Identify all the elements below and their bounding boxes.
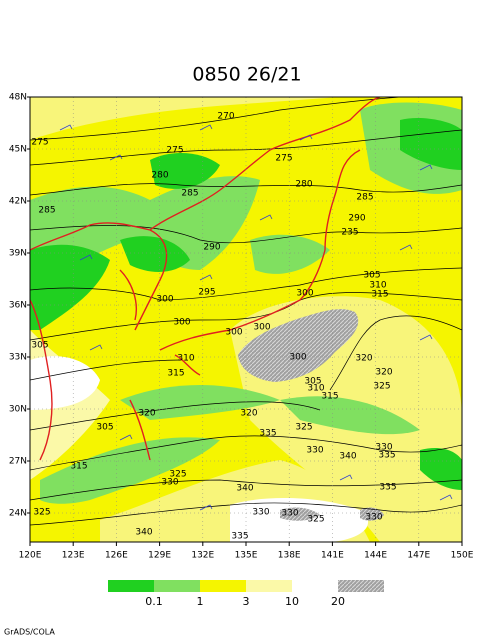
x-axis-label: 126E bbox=[105, 551, 128, 561]
contour-label: 320 bbox=[138, 409, 155, 419]
contour-label: 335 bbox=[231, 532, 248, 542]
contour-label: 305 bbox=[31, 341, 48, 351]
y-axis-label: 45N bbox=[9, 145, 27, 155]
contour-label: 310 bbox=[369, 281, 386, 291]
x-axis-label: 141E bbox=[321, 551, 344, 561]
y-axis-label: 33N bbox=[9, 353, 27, 363]
x-axis-label: 129E bbox=[148, 551, 171, 561]
x-axis-label: 135E bbox=[235, 551, 258, 561]
legend-label: 20 bbox=[331, 595, 345, 608]
contour-label: 325 bbox=[169, 470, 186, 480]
contour-label: 330 bbox=[375, 443, 392, 453]
contour-label: 340 bbox=[339, 452, 356, 462]
contour-label: 330 bbox=[281, 509, 298, 519]
contour-label: 300 bbox=[173, 318, 190, 328]
y-axis-label: 30N bbox=[9, 405, 27, 415]
y-axis-label: 27N bbox=[9, 457, 27, 467]
contour-label: 280 bbox=[295, 180, 312, 190]
y-axis-label: 39N bbox=[9, 249, 27, 259]
contour-label: 290 bbox=[203, 243, 220, 253]
contour-label: 310 bbox=[307, 384, 324, 394]
contour-label: 335 bbox=[259, 429, 276, 439]
x-axis-label: 150E bbox=[451, 551, 474, 561]
contour-label: 300 bbox=[225, 328, 242, 338]
legend-label: 0.1 bbox=[145, 595, 163, 608]
x-axis-label: 132E bbox=[191, 551, 214, 561]
map bbox=[30, 97, 462, 542]
y-axis-label: 36N bbox=[9, 301, 27, 311]
contour-label: 305 bbox=[363, 271, 380, 281]
contour-label: 295 bbox=[198, 288, 215, 298]
contour-label: 285 bbox=[38, 206, 55, 216]
contour-label: 275 bbox=[275, 154, 292, 164]
contour-label: 325 bbox=[295, 423, 312, 433]
contour-label: 285 bbox=[356, 193, 373, 203]
contour-label: 300 bbox=[289, 353, 306, 363]
x-axis-label: 120E bbox=[19, 551, 42, 561]
x-axis-label: 144E bbox=[364, 551, 387, 561]
contour-label: 340 bbox=[135, 528, 152, 538]
x-axis-label: 138E bbox=[278, 551, 301, 561]
legend-label: 10 bbox=[285, 595, 299, 608]
contour-label: 285 bbox=[181, 189, 198, 199]
footer: GrADS/COLA bbox=[4, 628, 55, 637]
contour-label: 335 bbox=[378, 451, 395, 461]
x-axis-label: 147E bbox=[407, 551, 430, 561]
contour-label: 310 bbox=[177, 354, 194, 364]
contour-label: 300 bbox=[296, 289, 313, 299]
contour-label: 300 bbox=[156, 295, 173, 305]
contour-label: 315 bbox=[371, 290, 388, 300]
legend bbox=[108, 580, 384, 592]
contour-label: 330 bbox=[365, 513, 382, 523]
contour-label: 270 bbox=[217, 112, 234, 122]
contour-label: 305 bbox=[304, 377, 321, 387]
contour-label: 275 bbox=[166, 146, 183, 156]
y-axis-label: 42N bbox=[9, 197, 27, 207]
y-axis-label: 48N bbox=[9, 93, 27, 103]
contour-label: 320 bbox=[355, 354, 372, 364]
contour-label: 315 bbox=[167, 369, 184, 379]
contour-label: 320 bbox=[240, 409, 257, 419]
contour-label: 325 bbox=[33, 508, 50, 518]
contour-label: 330 bbox=[306, 446, 323, 456]
legend-label: 3 bbox=[243, 595, 250, 608]
y-axis-label: 24N bbox=[9, 509, 27, 519]
contour-label: 330 bbox=[252, 508, 269, 518]
contour-label: 325 bbox=[307, 515, 324, 525]
contour-label: 335 bbox=[379, 483, 396, 493]
contour-label: 305 bbox=[96, 423, 113, 433]
x-axis-label: 123E bbox=[62, 551, 85, 561]
legend-label: 1 bbox=[197, 595, 204, 608]
contour-label: 315 bbox=[321, 392, 338, 402]
title: 0850 26/21 bbox=[192, 64, 301, 86]
contour-label: 325 bbox=[373, 382, 390, 392]
contour-label: 315 bbox=[70, 462, 87, 472]
contour-label: 320 bbox=[375, 368, 392, 378]
contour-label: 280 bbox=[151, 171, 168, 181]
contour-label: 330 bbox=[161, 478, 178, 488]
contour-label: 275 bbox=[31, 138, 48, 148]
contour-label: 290 bbox=[348, 214, 365, 224]
contour-label: 300 bbox=[253, 323, 270, 333]
contour-label: 235 bbox=[341, 228, 358, 238]
contour-label: 340 bbox=[236, 484, 253, 494]
